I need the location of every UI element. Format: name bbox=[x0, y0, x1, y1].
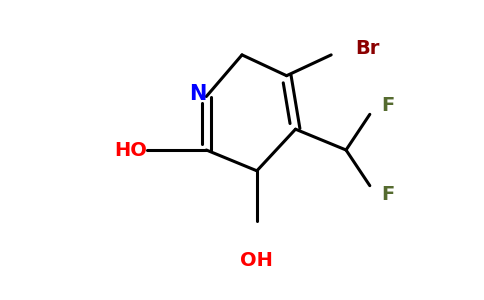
Text: OH: OH bbox=[241, 251, 273, 270]
Text: HO: HO bbox=[114, 140, 147, 160]
Text: Br: Br bbox=[355, 39, 379, 58]
Text: F: F bbox=[382, 96, 395, 115]
Text: F: F bbox=[382, 185, 395, 204]
Text: N: N bbox=[189, 83, 206, 103]
